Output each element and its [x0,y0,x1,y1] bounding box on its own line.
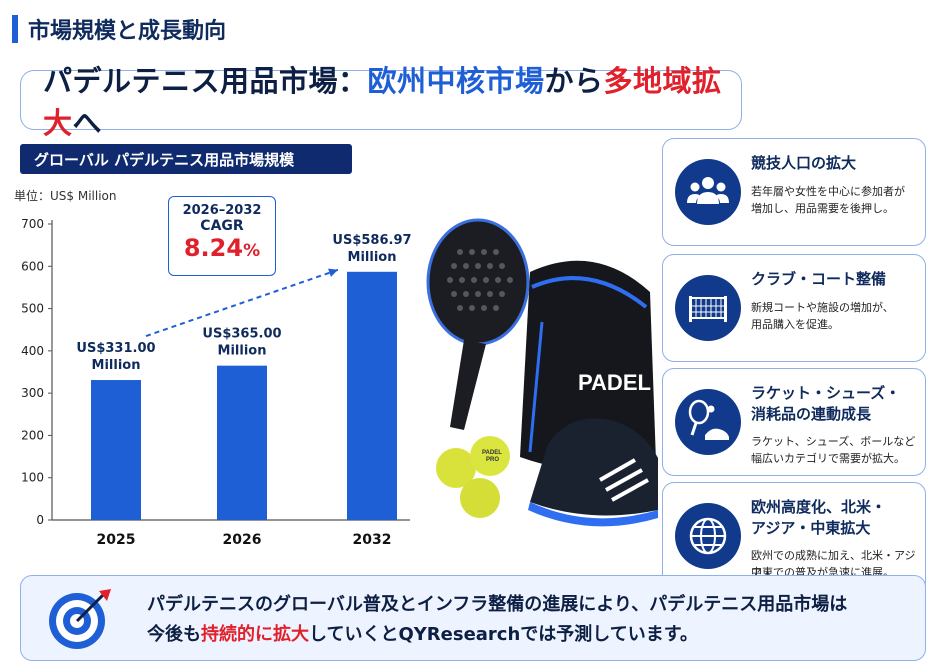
card-text-line: ラケット、シューズ、ボールなど [751,435,916,448]
main-title-part4: 多地域拡大 [43,64,722,140]
main-title-part2: 欧州中核市場 [367,64,545,98]
card-participants: 競技人口の拡大 若年層や女性を中心に参加者が 増加し、用品需要を後押し。 [662,138,926,246]
card-text-line: 増加し、用品需要を後押し。 [751,202,894,215]
card-text-line: 用品購入を促進。 [751,318,839,331]
padel-shoe-icon [528,418,658,527]
cagr-callout: 2026–2032 CAGR 8.24% [168,196,276,276]
summary-line-1: パデルテニスのグローバル普及とインフラ整備の進展により、パデルテニス用品市場は [147,594,848,615]
main-title-part5: へ [72,106,103,140]
padel-bag-icon: PADEL [520,260,656,471]
unit-label: 単位：US$ Million [14,188,117,203]
y-tick-label: 100 [21,471,44,485]
data-label: Million [348,250,397,265]
y-tick-label: 600 [21,259,44,273]
card-title: 欧州高度化、北米・ アジア・中東拡大 [751,497,921,539]
card-text-line: 新規コートや施設の増加が、 [751,301,894,314]
summary-line-2-b: していくとQYResearchでは予測しています。 [309,624,698,645]
y-tick-label: 700 [21,217,44,231]
card-text-line: 若年層や女性を中心に参加者が [751,185,905,198]
cagr-years: 2026–2032 [182,203,262,218]
card-title-line: 欧州高度化、北米・ [751,498,887,516]
card-text-line: 幅広いカテゴリで需要が拡大。 [751,452,905,465]
summary-highlight: 持続的に拡大 [201,624,309,645]
card-title: クラブ・コート整備 [751,270,887,288]
cagr-label: CAGR [200,218,244,234]
cagr-value: 8.24% [169,234,275,265]
card-title-line: 消耗品の連動成長 [751,405,872,423]
y-tick-label: 200 [21,428,44,442]
main-title: パデルテニス用品市場：欧州中核市場から多地域拡大へ [43,58,741,142]
padel-racket-icon [426,218,530,430]
cagr-number: 8.24 [183,234,244,262]
card-title-line: ラケット・シューズ・ [751,384,901,402]
growth-arrow-head [328,268,338,277]
card-title: 競技人口の拡大 [751,154,857,172]
padel-balls-icon: PADEL PRO [436,436,510,518]
court-icon [675,275,741,341]
target-icon [49,589,111,649]
bar-2032 [347,271,397,520]
summary-line-2: 今後も持続的に拡大していくとQYResearchでは予測しています。 [147,620,917,650]
card-products: ラケット・シューズ・ 消耗品の連動成長 ラケット、シューズ、ボールなど 幅広いカテ… [662,368,926,476]
data-label: US$331.00 [76,341,155,356]
summary-line-2-a: 今後も [147,624,201,645]
racket-shoe-icon [675,389,741,455]
data-label: US$586.97 [332,233,411,248]
section-title: 市場規模と成長動向 [28,19,227,44]
data-label: US$365.00 [202,327,281,342]
bar-chart: 単位：US$ Million 0 100 200 300 400 500 600 700 2025… [14,188,412,548]
card-title: ラケット・シューズ・ 消耗品の連動成長 [751,383,921,425]
bar-2025 [91,380,141,520]
card-title-line: アジア・中東拡大 [751,519,871,537]
ball-label-1: PADEL [482,450,502,456]
card-courts: クラブ・コート整備 新規コートや施設の増加が、 用品購入を促進。 [662,254,926,362]
y-tick-label: 400 [21,344,44,358]
x-tick-label: 2025 [97,532,136,548]
x-tick-label: 2026 [223,532,262,548]
y-tick-label: 500 [21,302,44,316]
summary-text: パデルテニスのグローバル普及とインフラ整備の進展により、パデルテニス用品市場は … [147,590,917,650]
globe-icon [675,503,741,569]
main-title-part3: から [544,64,604,98]
bag-label: PADEL [578,370,651,395]
people-icon [675,159,741,225]
header-accent-bar [12,15,18,43]
product-photo: PADEL PADEL PRO [426,218,658,527]
y-tick-label: 300 [21,386,44,400]
data-label: Million [218,344,267,359]
main-title-part1: パデルテニス用品市場： [43,64,368,98]
summary-box: パデルテニスのグローバル普及とインフラ整備の進展により、パデルテニス用品市場は … [20,575,926,661]
main-title-box: パデルテニス用品市場：欧州中核市場から多地域拡大へ [20,64,742,140]
bar-2026 [217,365,267,520]
x-tick-label: 2032 [353,532,392,548]
chart-title: グローバル パデルテニス用品市場規模 [20,144,352,174]
section-header: 市場規模と成長動向 [12,12,226,46]
growth-arrow-line [145,268,339,337]
y-tick-label: 0 [36,513,44,527]
cagr-unit: % [243,241,261,261]
ball-label-2: PRO [486,457,499,463]
data-label: Million [92,358,141,373]
